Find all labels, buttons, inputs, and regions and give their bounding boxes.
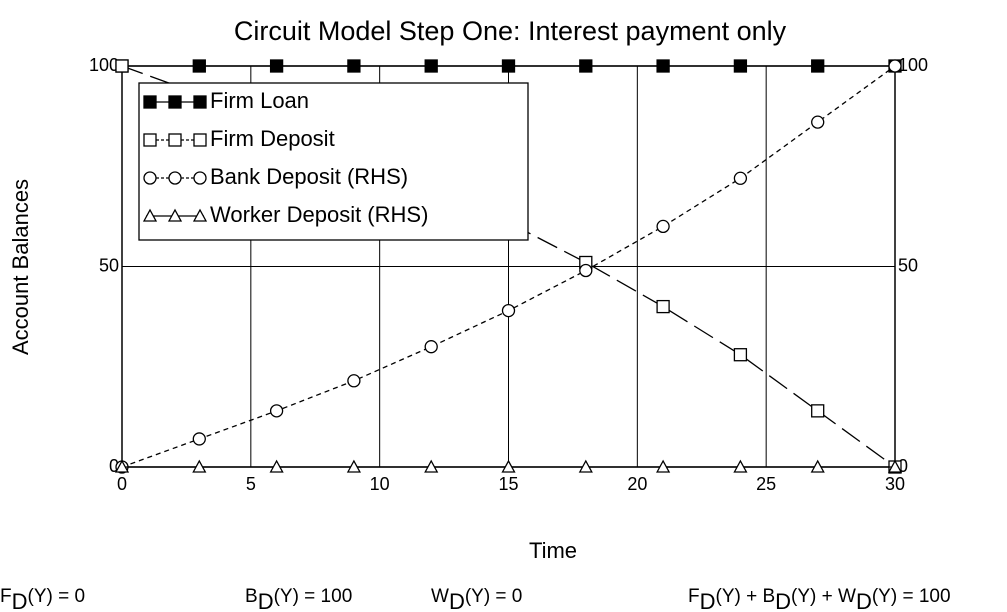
legend-label: Bank Deposit (RHS): [210, 164, 408, 189]
marker: [424, 340, 438, 354]
marker: [114, 459, 130, 473]
marker: [501, 59, 516, 73]
y-tick-label: 50: [99, 255, 119, 275]
marker: [269, 59, 284, 73]
annotation-subscript: D: [775, 589, 791, 612]
annotation-text: B: [245, 586, 258, 607]
marker: [269, 459, 284, 473]
marker: [167, 208, 183, 222]
marker: [346, 459, 361, 473]
annotation-text: (Y) + W: [791, 586, 856, 607]
legend-label: Worker Deposit (RHS): [210, 202, 428, 227]
marker: [811, 115, 825, 129]
marker: [192, 459, 207, 473]
marker: [115, 59, 129, 73]
marker: [733, 59, 748, 73]
marker: [192, 59, 206, 73]
marker: [168, 95, 182, 109]
annotation: BD(Y) = 100: [245, 586, 352, 612]
annotation-subscript: D: [856, 589, 872, 612]
marker: [347, 374, 361, 388]
annotation-text: (Y) + B: [716, 586, 776, 607]
legend-label: Firm Loan: [210, 88, 309, 113]
marker: [501, 303, 516, 318]
marker: [424, 59, 438, 73]
annotation-text: W: [431, 586, 449, 607]
marker: [193, 171, 207, 185]
marker: [579, 59, 593, 73]
annotation-text: (Y) = 100: [872, 586, 951, 607]
marker: [143, 171, 157, 185]
y-tick-label: 100: [89, 55, 119, 75]
marker: [733, 348, 748, 362]
marker: [168, 171, 182, 185]
marker: [656, 219, 670, 234]
annotation-subscript: D: [12, 589, 28, 612]
marker: [578, 459, 593, 473]
marker: [656, 459, 671, 473]
x-tick-label: 15: [498, 474, 518, 494]
marker: [733, 459, 748, 473]
legend: Firm Loan Firm Deposit Bank Deposit (RHS) W…: [138, 82, 529, 241]
marker: [168, 133, 182, 147]
y2-tick-label: 0: [898, 456, 908, 476]
marker: [193, 95, 207, 109]
x-tick-label: 10: [370, 474, 390, 494]
marker: [888, 59, 902, 73]
marker: [811, 59, 825, 73]
marker: [733, 171, 748, 185]
marker: [192, 208, 208, 222]
x-tick-label: 30: [885, 474, 905, 494]
marker: [193, 133, 207, 147]
x-tick-label: 5: [246, 474, 256, 494]
y-tick-label: 0: [109, 456, 119, 476]
marker: [810, 459, 825, 473]
marker: [887, 459, 903, 473]
marker: [501, 459, 516, 473]
legend-label: Firm Deposit: [210, 126, 335, 151]
marker: [656, 59, 670, 73]
annotation-subscript: D: [258, 589, 274, 612]
marker: [656, 299, 670, 314]
marker: [269, 404, 284, 418]
legend-box: [138, 82, 529, 241]
annotation-text: (Y) = 0: [28, 586, 86, 607]
annotation-text: (Y) = 100: [274, 586, 353, 607]
chart-title: Circuit Model Step One: Interest payment…: [234, 16, 787, 46]
x-axis-label: Time: [529, 538, 577, 563]
y2-tick-label: 100: [898, 55, 928, 75]
marker: [143, 95, 157, 109]
annotation-text: (Y) = 0: [465, 586, 523, 607]
annotation: FD(Y) = 0: [0, 586, 85, 612]
annotation-text: F: [0, 586, 12, 607]
y2-tick-label: 50: [898, 255, 918, 275]
x-tick-label: 20: [627, 474, 647, 494]
annotation: WD(Y) = 0: [431, 586, 522, 612]
marker: [143, 133, 157, 147]
marker: [424, 459, 439, 473]
marker: [579, 263, 593, 278]
x-tick-label: 25: [756, 474, 776, 494]
annotation-text: F: [688, 586, 700, 607]
annotation-subscript: D: [449, 589, 465, 612]
annotation: FD(Y) + BD(Y) + WD(Y) = 100: [688, 586, 951, 612]
marker: [192, 432, 206, 446]
y-axis-label: Account Balances: [8, 179, 33, 355]
marker: [811, 404, 825, 418]
x-tick-label: 0: [117, 474, 127, 494]
annotation-subscript: D: [700, 589, 716, 612]
marker: [142, 208, 158, 222]
marker: [347, 59, 361, 73]
